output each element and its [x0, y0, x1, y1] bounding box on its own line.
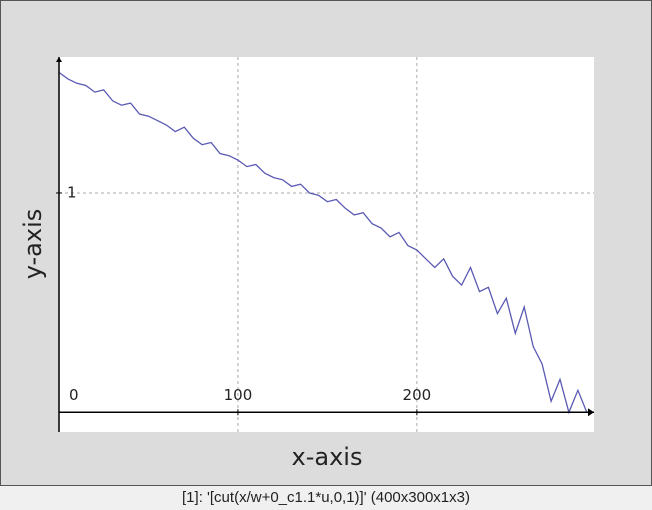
y-axis-arrow [56, 57, 62, 62]
x-tick-label: 200 [403, 386, 432, 404]
y-tick-label: 1 [67, 183, 77, 201]
x-tick-label: 100 [224, 386, 253, 404]
plot-area [59, 57, 594, 432]
x-axis-arrow [588, 408, 594, 417]
x-axis-label: x-axis [292, 443, 363, 471]
x-tick-label: 0 [69, 386, 79, 404]
data-line [58, 71, 588, 415]
caption: [1]: '[cut(x/w+0_c1.1*u,0,1)]' (400x300x… [182, 489, 470, 506]
y-axis-label: y-axis [19, 209, 47, 280]
